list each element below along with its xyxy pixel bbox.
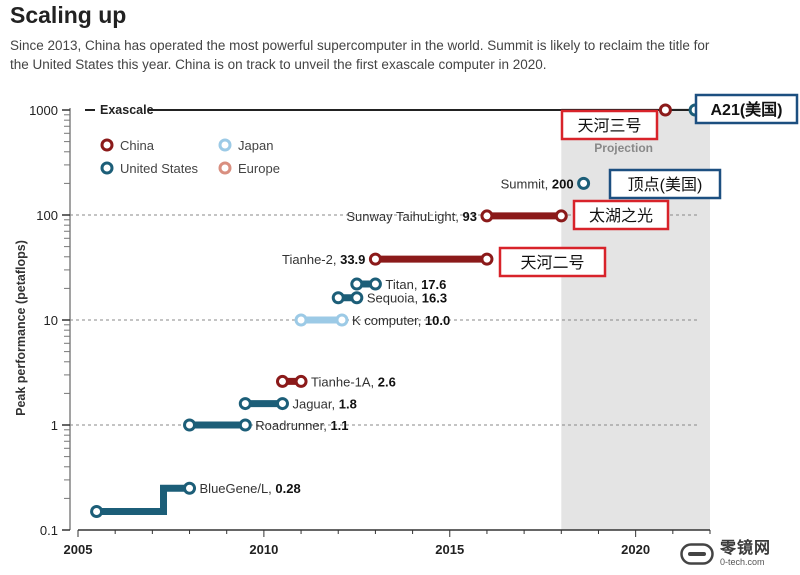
series-point — [238, 418, 252, 432]
series-name: Sunway TaihuLight, — [346, 209, 462, 224]
series-label: Summit, 200 — [501, 176, 574, 191]
series-point — [554, 209, 568, 223]
series-value: 2.6 — [378, 374, 396, 389]
series-label: Roadrunner, 1.1 — [255, 418, 348, 433]
watermark-name: 零镜网 — [720, 540, 772, 557]
series-point — [275, 374, 289, 388]
series-value: 10.0 — [425, 313, 450, 328]
series-point — [368, 277, 382, 291]
annotation-box — [608, 168, 722, 200]
legend-marker — [100, 138, 114, 152]
series-point — [294, 374, 308, 388]
series-point — [480, 252, 494, 266]
series-point — [90, 505, 104, 519]
series-label: Titan, 17.6 — [385, 277, 446, 292]
annotation-text: 天河三号 — [577, 117, 641, 135]
series-point — [350, 277, 364, 291]
chart-subtitle: Since 2013, China has operated the most … — [10, 38, 710, 72]
series-point — [238, 397, 252, 411]
series-value: 200 — [552, 176, 574, 191]
chart-title: Scaling up — [10, 2, 127, 28]
watermark-url: 0-tech.com — [720, 557, 765, 567]
x-tick-label: 2015 — [435, 542, 464, 557]
series-point — [331, 291, 345, 305]
series-point — [294, 313, 308, 327]
series-name: Titan, — [385, 277, 421, 292]
annotation-text: 顶点(美国) — [628, 176, 703, 194]
series-point — [658, 103, 672, 117]
x-tick-label: 2020 — [621, 542, 650, 557]
series-point — [577, 176, 591, 190]
series-name: Summit, — [501, 176, 552, 191]
series-name: BlueGene/L, — [200, 481, 276, 496]
series-value: 93 — [462, 209, 476, 224]
x-tick-label: 2010 — [249, 542, 278, 557]
series-point — [480, 209, 494, 223]
exascale-label: Exascale — [100, 103, 154, 117]
y-axis-label: Peak performance (petaflops) — [14, 240, 28, 416]
legend-label: United States — [120, 161, 199, 176]
annotation-text: 天河二号 — [520, 254, 584, 272]
watermark: 零镜网 0-tech.com — [680, 540, 771, 567]
legend-marker — [218, 138, 232, 152]
series-bar — [96, 484, 190, 516]
y-tick-label: 1000 — [29, 103, 58, 118]
series-value: 17.6 — [421, 277, 446, 292]
series-name: Tianhe-2, — [282, 252, 340, 267]
series-point — [183, 418, 197, 432]
series-point — [183, 481, 197, 495]
legend-marker — [100, 161, 114, 175]
series-point — [350, 291, 364, 305]
annotation-box — [694, 93, 799, 125]
series-value: 0.28 — [275, 481, 300, 496]
series-label: BlueGene/L, 0.28 — [200, 481, 301, 496]
y-tick-label: 1 — [51, 418, 58, 433]
series-label: Tianhe-1A, 2.6 — [311, 374, 396, 389]
series-label: Tianhe-2, 33.9 — [282, 252, 365, 267]
series-point — [275, 397, 289, 411]
series-name: K computer, — [352, 313, 425, 328]
series-value: 1.1 — [330, 418, 348, 433]
series-label: Sunway TaihuLight, 93 — [346, 209, 477, 224]
legend-label: Europe — [238, 161, 280, 176]
legend-marker — [218, 161, 232, 175]
annotation-box — [498, 246, 607, 278]
legend-label: Japan — [238, 138, 273, 153]
series-point — [335, 313, 349, 327]
series-label: K computer, 10.0 — [352, 313, 450, 328]
watermark-logo-icon — [680, 542, 714, 565]
annotation-box — [560, 109, 659, 141]
y-tick-label: 0.1 — [40, 523, 58, 538]
series-point — [368, 252, 382, 266]
y-tick-label: 10 — [44, 313, 58, 328]
annotation-text: A21(美国) — [710, 100, 782, 119]
series-label: Sequoia, 16.3 — [367, 291, 447, 306]
series-label: Jaguar, 1.8 — [292, 397, 356, 412]
series-value: 16.3 — [422, 291, 447, 306]
projection-label: Projection — [594, 141, 653, 155]
series-value: 33.9 — [340, 252, 365, 267]
x-tick-label: 2005 — [64, 542, 93, 557]
annotation-box — [572, 199, 670, 231]
legend-label: China — [120, 138, 155, 153]
annotation-text: 太湖之光 — [589, 207, 653, 225]
y-tick-label: 100 — [36, 208, 58, 223]
series-name: Tianhe-1A, — [311, 374, 378, 389]
series-name: Sequoia, — [367, 291, 422, 306]
series-name: Jaguar, — [292, 397, 338, 412]
series-value: 1.8 — [339, 397, 357, 412]
series-name: Roadrunner, — [255, 418, 330, 433]
